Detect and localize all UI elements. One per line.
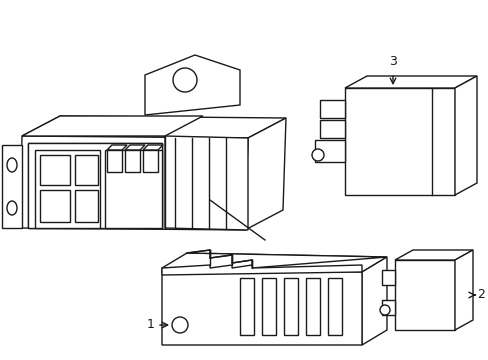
- Polygon shape: [20, 136, 247, 230]
- Polygon shape: [107, 150, 122, 172]
- Polygon shape: [2, 145, 22, 228]
- Polygon shape: [105, 150, 162, 228]
- Polygon shape: [319, 120, 345, 138]
- Text: 1: 1: [147, 319, 155, 332]
- Polygon shape: [145, 55, 240, 115]
- Text: 3: 3: [388, 55, 396, 68]
- Polygon shape: [107, 145, 127, 150]
- Circle shape: [311, 149, 324, 161]
- Polygon shape: [162, 268, 361, 345]
- Polygon shape: [314, 140, 345, 162]
- Polygon shape: [186, 250, 386, 268]
- Polygon shape: [454, 76, 476, 195]
- Polygon shape: [381, 300, 394, 315]
- Polygon shape: [394, 260, 454, 330]
- Polygon shape: [164, 136, 247, 230]
- Circle shape: [173, 68, 197, 92]
- Polygon shape: [345, 76, 476, 88]
- Polygon shape: [381, 270, 394, 285]
- Polygon shape: [35, 150, 100, 228]
- Polygon shape: [40, 190, 70, 222]
- Polygon shape: [284, 278, 297, 335]
- Polygon shape: [28, 143, 162, 228]
- Polygon shape: [244, 118, 285, 230]
- Polygon shape: [28, 143, 162, 228]
- Polygon shape: [305, 278, 319, 335]
- Polygon shape: [125, 145, 145, 150]
- Polygon shape: [162, 265, 361, 275]
- Polygon shape: [22, 116, 285, 138]
- Polygon shape: [162, 253, 386, 272]
- Polygon shape: [142, 145, 163, 150]
- Text: 2: 2: [476, 288, 484, 302]
- Polygon shape: [22, 116, 203, 136]
- Polygon shape: [240, 278, 253, 335]
- Polygon shape: [142, 150, 158, 172]
- Polygon shape: [345, 88, 454, 195]
- Polygon shape: [40, 155, 70, 185]
- Ellipse shape: [7, 201, 17, 215]
- Polygon shape: [75, 155, 98, 185]
- Polygon shape: [361, 257, 386, 345]
- Polygon shape: [75, 190, 98, 222]
- Ellipse shape: [7, 158, 17, 172]
- Polygon shape: [327, 278, 341, 335]
- Polygon shape: [319, 100, 345, 118]
- Polygon shape: [262, 278, 275, 335]
- Circle shape: [172, 317, 187, 333]
- Polygon shape: [454, 250, 472, 330]
- Polygon shape: [394, 250, 472, 260]
- Polygon shape: [125, 150, 140, 172]
- Circle shape: [379, 305, 389, 315]
